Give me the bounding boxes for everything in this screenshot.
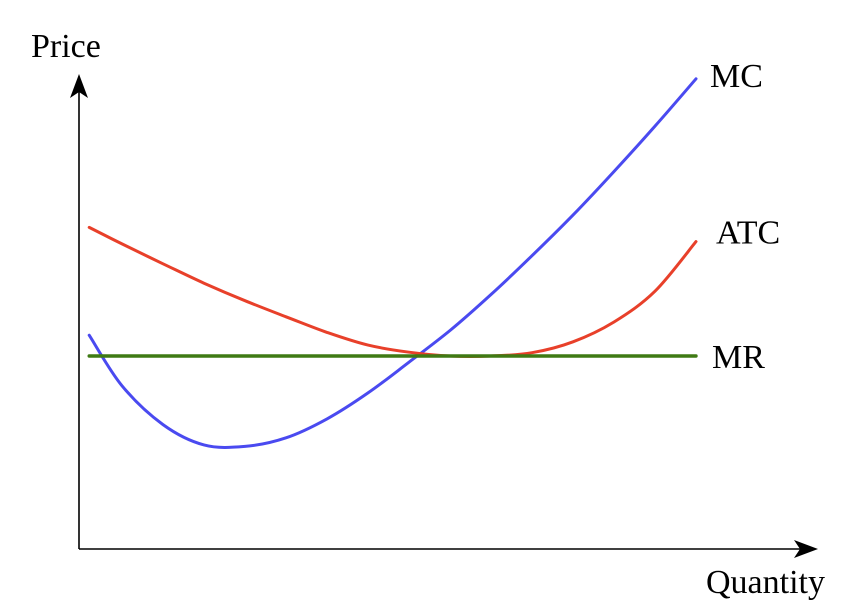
x-axis-arrowhead (794, 540, 818, 558)
mr-label: MR (712, 339, 765, 376)
series-layer (87, 77, 698, 449)
y-axis-arrowhead (70, 74, 88, 98)
x-axis-label: Quantity (706, 564, 825, 601)
y-axis-label: Price (31, 28, 101, 65)
mc-label: MC (710, 58, 763, 95)
atc-label: ATC (716, 215, 780, 252)
atc-curve (87, 225, 698, 358)
series-labels: MC ATC MR (710, 58, 780, 376)
axes: Price Quantity (31, 28, 825, 601)
mc-curve (87, 77, 698, 449)
